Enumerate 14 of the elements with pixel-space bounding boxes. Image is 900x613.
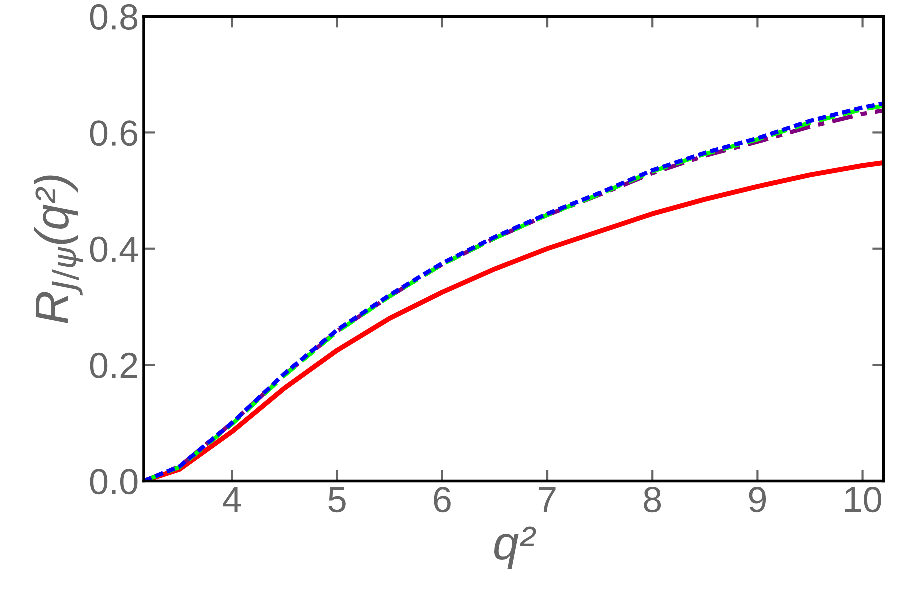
x-tick-label: 7 — [539, 487, 556, 512]
x-tick-label: 10 — [845, 487, 882, 513]
x-tick-label: 4 — [223, 487, 242, 512]
y-axis-title: R$_{J/ψ}$(q²) — [34, 176, 84, 324]
y-tick-label: 0.2 — [90, 352, 138, 378]
x-axis-title: q² — [494, 526, 536, 570]
y-tick-label: 0.6 — [90, 120, 138, 146]
x-tick-label: 5 — [328, 487, 346, 513]
x-tick-label: 9 — [749, 487, 766, 513]
x-tick-label: 6 — [434, 487, 451, 513]
y-tick-label: 0.8 — [90, 4, 138, 30]
x-tick-label: 8 — [644, 487, 662, 513]
y-tick-label: 0.4 — [90, 236, 138, 262]
y-tick-label: 0.0 — [90, 469, 138, 495]
